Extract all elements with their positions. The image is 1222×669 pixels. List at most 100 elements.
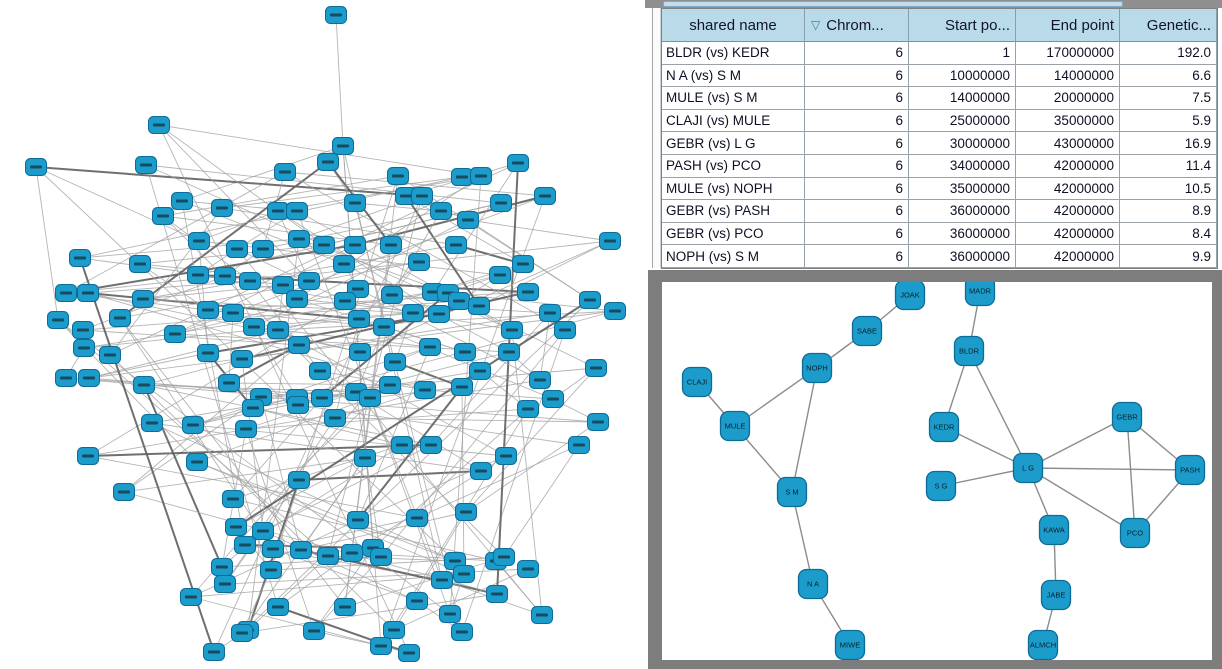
graph-node[interactable] [498, 343, 520, 361]
graph-node[interactable] [384, 353, 406, 371]
graph-node[interactable] [188, 232, 210, 250]
graph-node[interactable] [428, 305, 450, 323]
graph-node[interactable] [414, 381, 436, 399]
graph-node[interactable] [141, 414, 163, 432]
graph-node[interactable] [406, 509, 428, 527]
graph-node[interactable] [334, 292, 356, 310]
graph-node[interactable] [133, 376, 155, 394]
graph-node[interactable] [370, 548, 392, 566]
graph-node[interactable] [512, 255, 534, 273]
graph-node[interactable] [501, 321, 523, 339]
graph-node[interactable] [73, 339, 95, 357]
graph-node[interactable] [231, 350, 253, 368]
graph-node[interactable] [77, 447, 99, 465]
graph-node[interactable] [252, 240, 274, 258]
graph-node[interactable] [470, 462, 492, 480]
graph-node[interactable] [186, 453, 208, 471]
table-row[interactable]: PASH (vs) PCO 6 34000000 42000000 11.4 [662, 154, 1217, 178]
graph-node[interactable] [486, 585, 508, 603]
graph-node[interactable] [25, 158, 47, 176]
graph-node[interactable] [99, 346, 121, 364]
graph-node[interactable] [47, 311, 69, 329]
table-row[interactable]: BLDR (vs) KEDR 6 1 170000000 192.0 [662, 42, 1217, 65]
graph-node[interactable] [359, 389, 381, 407]
graph-node[interactable] [470, 167, 492, 185]
graph-node[interactable] [226, 240, 248, 258]
graph-node[interactable] [344, 194, 366, 212]
graph-node[interactable] [197, 301, 219, 319]
graph-node[interactable] [539, 304, 561, 322]
graph-node[interactable] [132, 290, 154, 308]
graph-node[interactable] [579, 291, 601, 309]
graph-node[interactable] [242, 399, 264, 417]
graph-node[interactable] [347, 511, 369, 529]
table-row[interactable]: GEBR (vs) PASH 6 36000000 42000000 8.9 [662, 200, 1217, 223]
graph-node-s-m[interactable]: S M [776, 476, 808, 508]
graph-node[interactable] [218, 374, 240, 392]
graph-node[interactable] [274, 163, 296, 181]
large-network-panel[interactable] [0, 0, 648, 669]
graph-node[interactable] [455, 503, 477, 521]
graph-node[interactable] [309, 362, 331, 380]
graph-node[interactable] [239, 272, 261, 290]
graph-node[interactable] [387, 167, 409, 185]
graph-node[interactable] [334, 598, 356, 616]
graph-node[interactable] [542, 390, 564, 408]
graph-node[interactable] [267, 202, 289, 220]
graph-node[interactable] [448, 292, 470, 310]
graph-node[interactable] [439, 605, 461, 623]
graph-node-kedr[interactable]: KEDR [928, 411, 960, 443]
graph-node-pash[interactable]: PASH [1174, 454, 1206, 486]
graph-node[interactable] [348, 310, 370, 328]
graph-node[interactable] [324, 409, 346, 427]
graph-node[interactable] [180, 588, 202, 606]
graph-node-madr[interactable]: MADR [964, 282, 996, 307]
graph-node[interactable] [243, 318, 265, 336]
graph-node[interactable] [288, 230, 310, 248]
graph-node-bldr[interactable]: BLDR [953, 335, 985, 367]
graph-node[interactable] [468, 297, 490, 315]
graph-node-miwe[interactable]: MIWE [834, 629, 866, 660]
graph-node[interactable] [517, 400, 539, 418]
horizontal-scrollbar[interactable] [645, 0, 1222, 8]
graph-node[interactable] [420, 436, 442, 454]
graph-node[interactable] [164, 325, 186, 343]
network-view-small[interactable]: JOAK MADR SABE NOPH BLDR CLAJI MULE KEDR GEBR L G… [662, 282, 1212, 660]
graph-node[interactable] [286, 290, 308, 308]
graph-node[interactable] [568, 436, 590, 454]
graph-node[interactable] [517, 283, 539, 301]
graph-node[interactable] [252, 522, 274, 540]
graph-node[interactable] [534, 187, 556, 205]
graph-node[interactable] [493, 548, 515, 566]
graph-node-s-g[interactable]: S G [925, 470, 957, 502]
graph-node[interactable] [211, 558, 233, 576]
graph-node-kawa[interactable]: KAWA [1038, 514, 1070, 546]
graph-node-pco[interactable]: PCO [1119, 517, 1151, 549]
column-header-start-point[interactable]: Start po... [909, 9, 1016, 42]
graph-node[interactable] [69, 249, 91, 267]
graph-node[interactable] [272, 276, 294, 294]
graph-node-l-g[interactable]: L G [1012, 452, 1044, 484]
graph-node[interactable] [489, 266, 511, 284]
graph-node[interactable] [430, 202, 452, 220]
graph-node[interactable] [225, 518, 247, 536]
graph-node[interactable] [451, 168, 473, 186]
graph-node[interactable] [419, 338, 441, 356]
graph-node[interactable] [222, 304, 244, 322]
graph-node[interactable] [72, 321, 94, 339]
graph-node[interactable] [406, 592, 428, 610]
graph-node[interactable] [55, 284, 77, 302]
graph-node[interactable] [490, 194, 512, 212]
graph-node[interactable] [381, 286, 403, 304]
graph-node[interactable] [451, 623, 473, 641]
table-row[interactable]: GEBR (vs) L G 6 30000000 43000000 16.9 [662, 132, 1217, 155]
graph-node[interactable] [286, 202, 308, 220]
graph-node[interactable] [408, 253, 430, 271]
small-network-canvas[interactable]: JOAK MADR SABE NOPH BLDR CLAJI MULE KEDR GEBR L G… [662, 282, 1212, 660]
graph-node[interactable] [383, 621, 405, 639]
graph-node[interactable] [398, 644, 420, 662]
graph-node[interactable] [507, 154, 529, 172]
graph-node[interactable] [303, 622, 325, 640]
network-view-large[interactable] [0, 0, 648, 669]
graph-node[interactable] [288, 471, 310, 489]
